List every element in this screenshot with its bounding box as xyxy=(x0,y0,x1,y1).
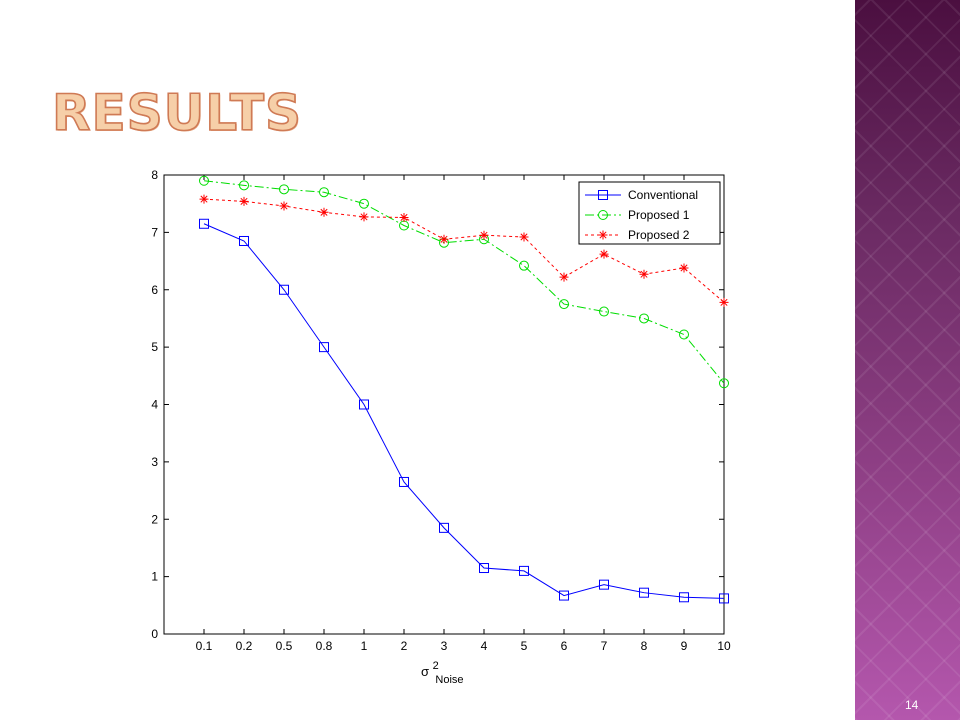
data-point xyxy=(559,590,569,601)
data-point xyxy=(199,175,209,186)
data-point xyxy=(239,235,249,246)
series-line xyxy=(203,223,725,599)
x-tick-label: 5 xyxy=(521,639,528,653)
data-point xyxy=(359,399,369,410)
data-point xyxy=(199,194,209,204)
data-point xyxy=(598,230,608,240)
data-point xyxy=(359,212,369,222)
series-conventional xyxy=(199,218,729,604)
data-point xyxy=(479,230,489,240)
data-point xyxy=(199,218,209,229)
x-tick-label: 7 xyxy=(601,639,608,653)
data-point xyxy=(559,272,569,282)
data-point xyxy=(279,284,289,295)
y-tick-label: 0 xyxy=(151,627,158,641)
x-tick-label: 0.1 xyxy=(196,639,213,653)
data-point xyxy=(598,210,608,220)
x-tick-label: 0.2 xyxy=(236,639,253,653)
x-tick-label: 8 xyxy=(641,639,648,653)
data-point xyxy=(519,260,529,271)
legend-item: Conventional xyxy=(585,188,698,202)
data-point xyxy=(639,313,649,324)
x-tick-label: 4 xyxy=(481,639,488,653)
data-point xyxy=(439,522,449,533)
data-point xyxy=(239,196,249,206)
x-tick-label: 0.8 xyxy=(316,639,333,653)
y-tick-label: 6 xyxy=(151,283,158,297)
y-tick-label: 1 xyxy=(151,570,158,584)
data-point xyxy=(599,249,609,259)
data-point xyxy=(399,476,409,487)
legend-label: Conventional xyxy=(628,188,698,202)
y-tick-label: 3 xyxy=(151,455,158,469)
data-point xyxy=(599,306,609,317)
legend-label: Proposed 2 xyxy=(628,228,690,242)
data-point xyxy=(399,212,409,222)
x-tick-label: 9 xyxy=(681,639,688,653)
data-point xyxy=(599,579,609,590)
data-point xyxy=(719,378,729,389)
data-point xyxy=(598,190,608,200)
legend-item: Proposed 2 xyxy=(585,228,690,242)
series-proposed-1 xyxy=(199,175,729,389)
x-axis-label-superscript: 2 xyxy=(433,660,439,672)
data-point xyxy=(319,207,329,217)
data-point xyxy=(719,593,729,604)
data-point xyxy=(519,232,529,242)
plot-axes: 0 1 2 3 4 5 6 7 8 0.1 0.2 0.5 0.8 1 2 3 4 5 6 7 8 9 10 xyxy=(151,168,731,653)
side-decoration-band xyxy=(855,0,960,720)
data-point xyxy=(679,263,689,273)
plot-frame xyxy=(163,174,725,635)
series-layer xyxy=(199,175,729,604)
x-axis-label-base: σ xyxy=(421,664,429,679)
legend-box xyxy=(578,181,721,245)
y-tick-label: 5 xyxy=(151,340,158,354)
slide-title: RESULTS xyxy=(51,84,302,142)
data-point xyxy=(319,187,329,198)
x-axis-label: σ 2 Noise xyxy=(421,657,464,686)
data-point xyxy=(679,329,689,340)
y-tick-label: 8 xyxy=(151,168,158,182)
y-tick-label: 7 xyxy=(151,225,158,239)
data-point xyxy=(319,342,329,353)
slide-number: 14 xyxy=(905,698,919,712)
x-tick-label: 10 xyxy=(717,639,731,653)
data-point xyxy=(479,563,489,574)
y-tick-label: 2 xyxy=(151,512,158,526)
legend: Conventional Proposed 1 Proposed 2 xyxy=(578,181,721,245)
data-point xyxy=(719,297,729,307)
data-point xyxy=(439,234,449,244)
data-point xyxy=(239,180,249,191)
legend-item: Proposed 1 xyxy=(585,208,690,222)
data-point xyxy=(279,201,289,211)
x-tick-label: 3 xyxy=(441,639,448,653)
data-point xyxy=(519,565,529,576)
x-axis-label-subscript: Noise xyxy=(435,674,463,686)
data-point xyxy=(559,299,569,310)
x-tick-label: 1 xyxy=(361,639,368,653)
data-point xyxy=(679,592,689,603)
data-point xyxy=(639,587,649,598)
series-line xyxy=(203,198,725,303)
data-point xyxy=(639,269,649,279)
data-point xyxy=(359,198,369,209)
series-line xyxy=(203,180,725,384)
x-tick-label: 6 xyxy=(561,639,568,653)
data-point xyxy=(279,184,289,195)
y-tick-label: 4 xyxy=(151,398,158,412)
series-proposed-2 xyxy=(199,194,729,307)
x-tick-label: 2 xyxy=(401,639,408,653)
legend-label: Proposed 1 xyxy=(628,208,690,222)
x-tick-label: 0.5 xyxy=(276,639,293,653)
